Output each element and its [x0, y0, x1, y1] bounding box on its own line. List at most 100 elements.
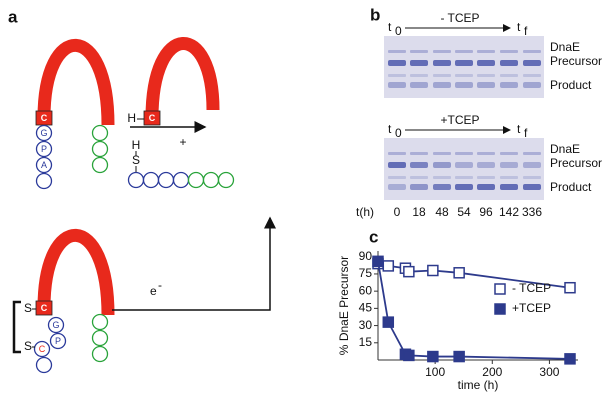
gel-band — [388, 60, 406, 66]
residue: C — [39, 344, 46, 354]
gel-band — [500, 152, 518, 155]
gel-band — [455, 184, 473, 190]
gel-band — [477, 162, 495, 168]
residue: P — [41, 144, 47, 154]
gel-band — [388, 74, 406, 77]
y-tick-label: 90 — [359, 249, 373, 263]
x-axis-label: time (h) — [458, 378, 499, 392]
x-tick-label: 100 — [425, 365, 445, 379]
data-point — [382, 316, 395, 328]
gel-band — [388, 50, 406, 53]
y-tick-label: 60 — [359, 283, 373, 297]
y-tick-label: 45 — [359, 301, 373, 315]
gel-band — [410, 184, 428, 190]
gel-band — [500, 60, 518, 66]
data-point — [453, 350, 465, 363]
gel-band — [455, 176, 473, 179]
gel-band — [455, 82, 473, 88]
condition: +TCEP — [440, 113, 479, 127]
x-tick-label: 300 — [539, 365, 559, 379]
band-label: Precursor — [550, 156, 602, 170]
condition: - TCEP — [440, 11, 479, 25]
sulfur: S — [24, 339, 32, 353]
time-end: t — [517, 20, 521, 34]
time-start: t — [388, 122, 392, 136]
gel-band — [388, 176, 406, 179]
band-label: Product — [550, 78, 592, 92]
gel-band — [477, 50, 495, 53]
panel-label: a — [8, 7, 18, 26]
residue: G — [52, 320, 59, 330]
time-value: 48 — [435, 205, 449, 219]
y-axis-label: % DnaE Precursor — [337, 256, 351, 355]
plus: + — [179, 135, 186, 149]
data-point — [372, 255, 384, 268]
panel-label: c — [369, 227, 378, 246]
legend-label: +TCEP — [512, 301, 551, 315]
residue: C — [41, 113, 48, 123]
top-intein: C G P A — [35, 38, 115, 190]
time-end-sub: f — [524, 24, 528, 38]
gel-band — [523, 176, 541, 179]
band-label: DnaE — [550, 40, 580, 54]
gel-band — [523, 50, 541, 53]
band-label: Product — [550, 180, 592, 194]
time-value: 142 — [499, 205, 519, 219]
gel-band — [410, 176, 428, 179]
intein-arch — [37, 38, 115, 126]
gel-band — [433, 50, 451, 53]
data-point — [564, 281, 576, 294]
gel-band — [410, 50, 428, 53]
gel-band — [500, 176, 518, 179]
gel-band — [433, 176, 451, 179]
gel-band — [388, 152, 406, 155]
gel-band — [523, 60, 541, 66]
gel — [384, 36, 544, 98]
panel-label: b — [370, 5, 380, 24]
gel-band — [455, 74, 473, 77]
y-tick-label: 30 — [359, 318, 373, 332]
gel-band — [477, 184, 495, 190]
legend-label: - TCEP — [512, 281, 551, 295]
arrow — [112, 216, 276, 311]
gel-band — [433, 184, 451, 190]
gel-band — [388, 162, 406, 168]
bottom-intein: C G P C S S — [12, 228, 115, 374]
data-point — [564, 353, 576, 365]
legend-marker — [494, 303, 506, 315]
gel-band — [455, 152, 473, 155]
gel-band — [433, 162, 451, 168]
electron-charge: - — [158, 278, 162, 292]
time-value: 96 — [479, 205, 493, 219]
data-point — [427, 350, 439, 363]
x-tick-label: 200 — [482, 365, 502, 379]
gel-band — [500, 74, 518, 77]
hydrogen: H — [132, 138, 141, 152]
time-value: 18 — [412, 205, 426, 219]
time-end-sub: f — [524, 126, 528, 140]
residue: P — [55, 336, 61, 346]
gel-band — [455, 60, 473, 66]
gel-band — [523, 74, 541, 77]
gel-band — [523, 82, 541, 88]
product: C H H S + — [127, 37, 235, 189]
gel-band — [500, 184, 518, 190]
gel-band — [433, 152, 451, 155]
legend-marker — [494, 283, 506, 295]
gel-band — [523, 152, 541, 155]
chart: 15 30 45 60 75 90 100 200 300 time (h) % DnaE Prec… — [337, 249, 578, 392]
gel-band — [523, 162, 541, 168]
data-point — [427, 264, 439, 277]
gel-band — [477, 74, 495, 77]
band-label: Precursor — [550, 54, 602, 68]
time-label: t(h) — [356, 205, 374, 219]
hydrogen: H — [127, 111, 136, 125]
time-value: 336 — [522, 205, 542, 219]
gel-band — [433, 82, 451, 88]
sulfur: S — [24, 301, 32, 315]
data-point — [403, 349, 415, 362]
gel-band — [388, 82, 406, 88]
gel-band — [433, 60, 451, 66]
